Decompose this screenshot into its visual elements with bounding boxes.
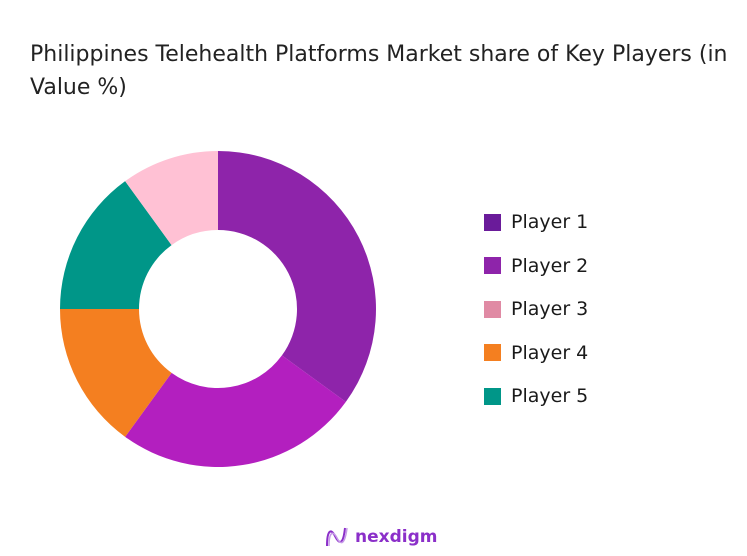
nexdigm-logo-icon [326,527,348,547]
legend-swatch [484,344,501,361]
legend-item: Player 3 [484,298,588,320]
slice-player-2 [125,355,346,467]
legend-label: Player 3 [511,298,589,320]
slice-player-5 [60,181,172,309]
legend-swatch [484,300,501,318]
legend-label: Player 5 [511,385,589,407]
legend-item: Player 1 [484,211,588,233]
legend-item: Player 4 [484,342,588,364]
legend-label: Player 4 [511,341,589,364]
slice-player-3 [125,151,218,246]
legend-swatch [484,213,501,231]
slice-player-4 [60,309,172,437]
legend-swatch [484,257,501,274]
chart-title: Philippines Telehealth Platforms Market … [30,42,728,100]
logo-text: nexdigm [355,527,438,547]
legend-label: Player 1 [511,211,589,233]
legend-item: Player 5 [484,385,588,407]
legend-swatch [484,387,501,405]
slice-player-1 [218,151,376,402]
legend-item: Player 2 [484,255,588,277]
legend-label: Player 2 [511,254,589,277]
nexdigm-logo: nexdigm [325,526,437,548]
